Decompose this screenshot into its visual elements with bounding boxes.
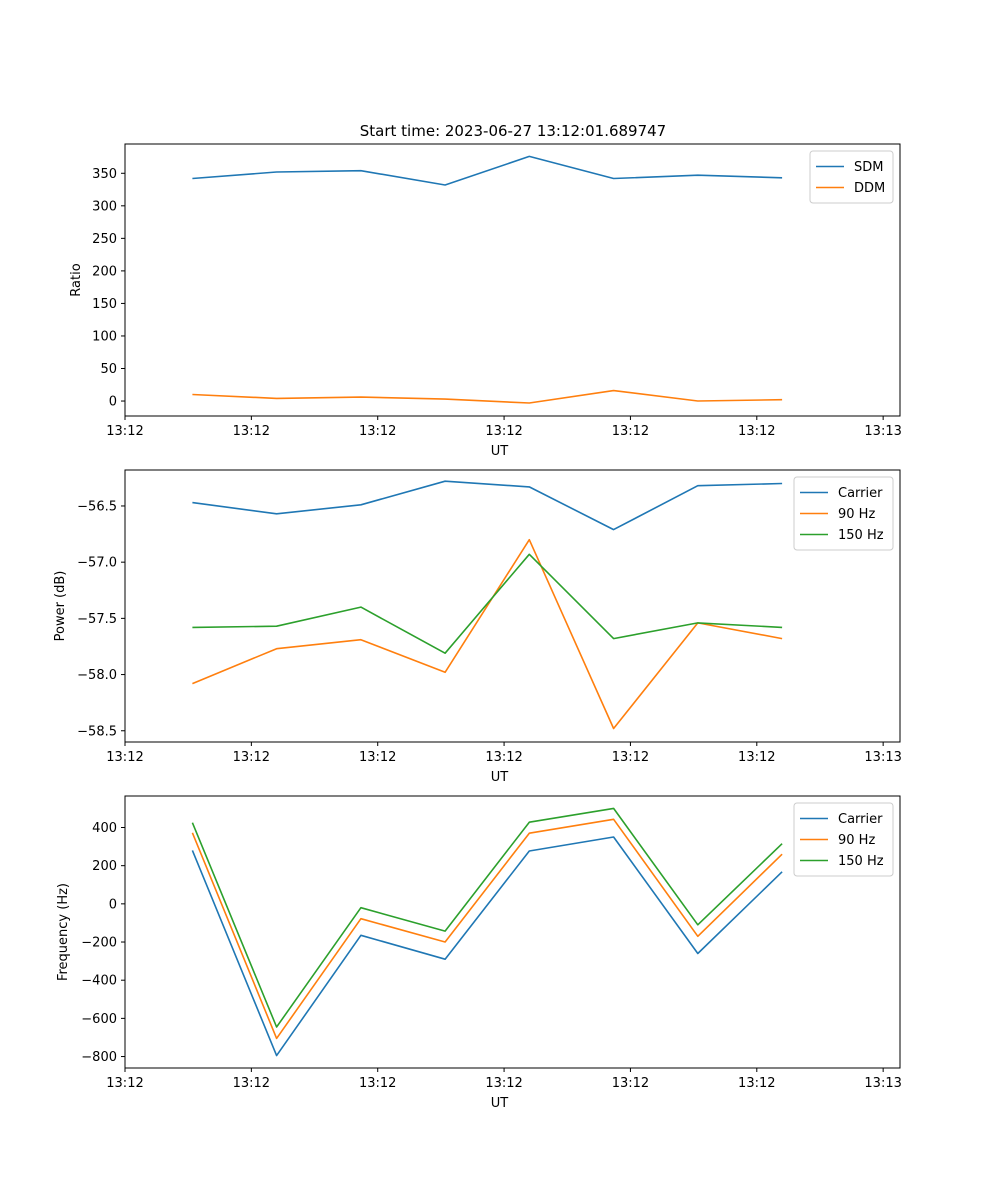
x-tick-label: 13:12 — [485, 1076, 522, 1091]
legend-label: Carrier — [838, 812, 883, 827]
chart-panel-2: 13:12 13:12 13:12 13:12 13:12 13:12 13:13 −58.5… — [53, 469, 902, 785]
legend-label: 150 Hz — [838, 854, 884, 869]
legend-box — [809, 150, 894, 204]
legend-label: DDM — [854, 181, 885, 196]
x-tick-label: 13:13 — [864, 750, 901, 765]
x-axis-label: UT — [491, 770, 509, 785]
legend-box — [793, 802, 894, 877]
x-tick-label: 13:12 — [738, 1076, 775, 1091]
x-axis-label: UT — [491, 1096, 509, 1111]
legend-label: 150 Hz — [838, 528, 884, 543]
y-tick-label: 200 — [92, 859, 117, 874]
x-tick-label: 13:12 — [106, 750, 143, 765]
x-axis-label: UT — [491, 444, 509, 459]
y-tick-label: −200 — [81, 936, 117, 951]
y-axis-label: Frequency (Hz) — [56, 883, 71, 981]
x-tick-label: 13:12 — [359, 1076, 396, 1091]
y-tick-label: −57.5 — [77, 612, 117, 627]
y-tick-label: −800 — [81, 1050, 117, 1065]
chart-panel-1: 13:12 13:12 13:12 13:12 13:12 13:12 13:13 0 50 10… — [69, 143, 902, 459]
series-line-3-3 — [191, 807, 783, 1028]
legend-box — [793, 476, 894, 551]
x-tick-label: 13:13 — [864, 1076, 901, 1091]
axes-frame — [124, 143, 901, 417]
x-tick-label: 13:12 — [233, 750, 270, 765]
x-tick-label: 13:12 — [612, 750, 649, 765]
x-tick-label: 13:12 — [359, 750, 396, 765]
x-tick-label: 13:12 — [359, 424, 396, 439]
y-axis-label: Power (dB) — [53, 571, 68, 642]
series-line-2-2 — [192, 538, 783, 730]
x-tick-label: 13:12 — [738, 424, 775, 439]
figure-title: Start time: 2023-06-27 13:12:01.689747 — [360, 122, 666, 140]
y-tick-label: 150 — [92, 297, 117, 312]
y-tick-label: 250 — [92, 232, 117, 247]
x-tick-label: 13:12 — [106, 1076, 143, 1091]
y-tick-label: −57.0 — [77, 556, 117, 571]
y-tick-label: 100 — [92, 329, 117, 344]
y-tick-label: −58.0 — [77, 668, 117, 683]
legend-label: SDM — [854, 160, 883, 175]
x-tick-label: 13:12 — [485, 750, 522, 765]
y-tick-label: −58.5 — [77, 724, 117, 739]
x-tick-label: 13:12 — [485, 424, 522, 439]
x-tick-label: 13:12 — [233, 1076, 270, 1091]
series-line-2-3 — [192, 553, 783, 655]
y-tick-label: −600 — [81, 1012, 117, 1027]
legend-label: Carrier — [838, 486, 883, 501]
y-tick-label: 0 — [109, 395, 117, 410]
y-tick-label: 200 — [92, 264, 117, 279]
y-tick-label: 400 — [92, 821, 117, 836]
x-tick-label: 13:13 — [864, 424, 901, 439]
series-line-1-1 — [192, 155, 783, 186]
y-axis-label: Ratio — [69, 263, 84, 296]
legend-label: 90 Hz — [838, 507, 875, 522]
y-tick-label: 300 — [92, 199, 117, 214]
x-tick-label: 13:12 — [612, 424, 649, 439]
series-line-1-2 — [192, 389, 783, 404]
series-line-3-2 — [191, 818, 783, 1040]
legend-label: 90 Hz — [838, 833, 875, 848]
y-tick-label: −56.5 — [77, 499, 117, 514]
y-tick-label: 50 — [100, 362, 117, 377]
y-tick-label: 0 — [109, 897, 117, 912]
x-tick-label: 13:12 — [738, 750, 775, 765]
chart-panel-3: 13:12 13:12 13:12 13:12 13:12 13:12 13:13 −800 −… — [56, 795, 902, 1111]
x-tick-label: 13:12 — [106, 424, 143, 439]
chart-panels: 13:12 13:12 13:12 13:12 13:12 13:12 13:13 0 50 10… — [53, 143, 902, 1111]
x-tick-label: 13:12 — [233, 424, 270, 439]
y-tick-label: 350 — [92, 167, 117, 182]
axes-frame — [124, 795, 901, 1069]
series-line-3-1 — [191, 836, 783, 1057]
series-line-2-1 — [192, 480, 783, 531]
axes-frame — [124, 469, 901, 743]
y-tick-label: −400 — [81, 974, 117, 989]
x-tick-label: 13:12 — [612, 1076, 649, 1091]
